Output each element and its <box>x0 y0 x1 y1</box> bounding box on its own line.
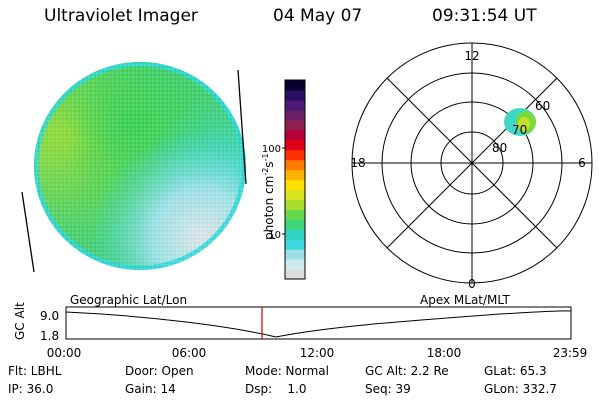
xtick-2359: 23:59 <box>553 346 588 360</box>
filter-readout: Flt: LBHL <box>8 364 62 378</box>
polar-plot: 12 0 18 6 60 70 80 <box>350 42 593 295</box>
ip-readout: IP: 36.0 <box>8 382 54 396</box>
ytick-1-8: 1.8 <box>40 329 59 343</box>
colorbar-scale <box>285 80 305 280</box>
glat-readout: GLat: 65.3 <box>484 364 547 378</box>
timeline-left-title: Geographic Lat/Lon <box>70 293 187 307</box>
xtick-0600: 06:00 <box>172 346 207 360</box>
colorbar-cell <box>285 89 305 101</box>
mlt-label-12: 12 <box>464 49 479 63</box>
colorbar-cell <box>285 189 305 200</box>
dsp-readout: Dsp: 1.0 <box>245 382 307 396</box>
seq-readout: Seq: 39 <box>365 382 411 396</box>
colorbar: 100 10 photon cm-2s-1 <box>261 79 306 280</box>
colorbar-tick-10: 10 <box>268 230 281 241</box>
time-label: 09:31:54 UT <box>432 6 537 26</box>
altitude-curve <box>65 310 572 338</box>
earth-image <box>21 62 247 273</box>
door-readout: Door: Open <box>125 364 194 378</box>
colorbar-cell <box>285 109 305 121</box>
colorbar-cell <box>285 99 305 111</box>
instrument-title: Ultraviolet Imager <box>44 6 198 26</box>
colorbar-cell <box>285 119 305 131</box>
colorbar-cell <box>285 169 305 181</box>
lat-label-60: 60 <box>535 99 550 113</box>
xtick-1200: 12:00 <box>300 346 335 360</box>
image-frame-edge-left <box>21 191 35 273</box>
colorbar-cell <box>285 219 305 230</box>
colorbar-cell <box>285 179 305 191</box>
xtick-1800: 18:00 <box>427 346 462 360</box>
gc-alt-readout: GC Alt: 2.2 Re <box>365 364 449 378</box>
colorbar-cell <box>285 199 305 210</box>
colorbar-cell <box>285 129 305 141</box>
colorbar-cell <box>285 269 305 280</box>
colorbar-cell <box>285 80 305 91</box>
colorbar-cell <box>285 149 305 161</box>
timeline-ylabel: GC Alt <box>13 302 27 340</box>
ytick-9: 9.0 <box>40 309 59 323</box>
colorbar-cell <box>285 239 305 250</box>
colorbar-cell <box>285 159 305 171</box>
colorbar-cell <box>285 259 305 270</box>
colorbar-cell <box>285 229 305 240</box>
lat-label-80: 80 <box>492 141 507 155</box>
image-frame-edge-right <box>237 69 247 185</box>
mlt-label-18: 18 <box>350 156 365 170</box>
mode-readout: Mode: Normal <box>245 364 329 378</box>
timeline-right-title: Apex MLat/MLT <box>420 293 510 307</box>
mlt-label-0: 0 <box>468 277 476 291</box>
auroral-patch <box>504 108 536 136</box>
colorbar-tick-100: 100 <box>262 144 281 155</box>
colorbar-cell <box>285 249 305 260</box>
lat-label-70: 70 <box>512 123 527 137</box>
colorbar-cell <box>285 209 305 220</box>
gain-readout: Gain: 14 <box>125 382 176 396</box>
date-label: 04 May 07 <box>273 6 363 26</box>
mlt-label-6: 6 <box>578 156 586 170</box>
colorbar-cell <box>285 139 305 151</box>
xtick-0000: 00:00 <box>47 346 82 360</box>
orbit-timeline: Geographic Lat/Lon Apex MLat/MLT GC Alt … <box>13 293 588 360</box>
colorbar-units-label: photon cm-2s-1 <box>261 153 276 240</box>
glon-readout: GLon: 332.7 <box>484 382 557 396</box>
